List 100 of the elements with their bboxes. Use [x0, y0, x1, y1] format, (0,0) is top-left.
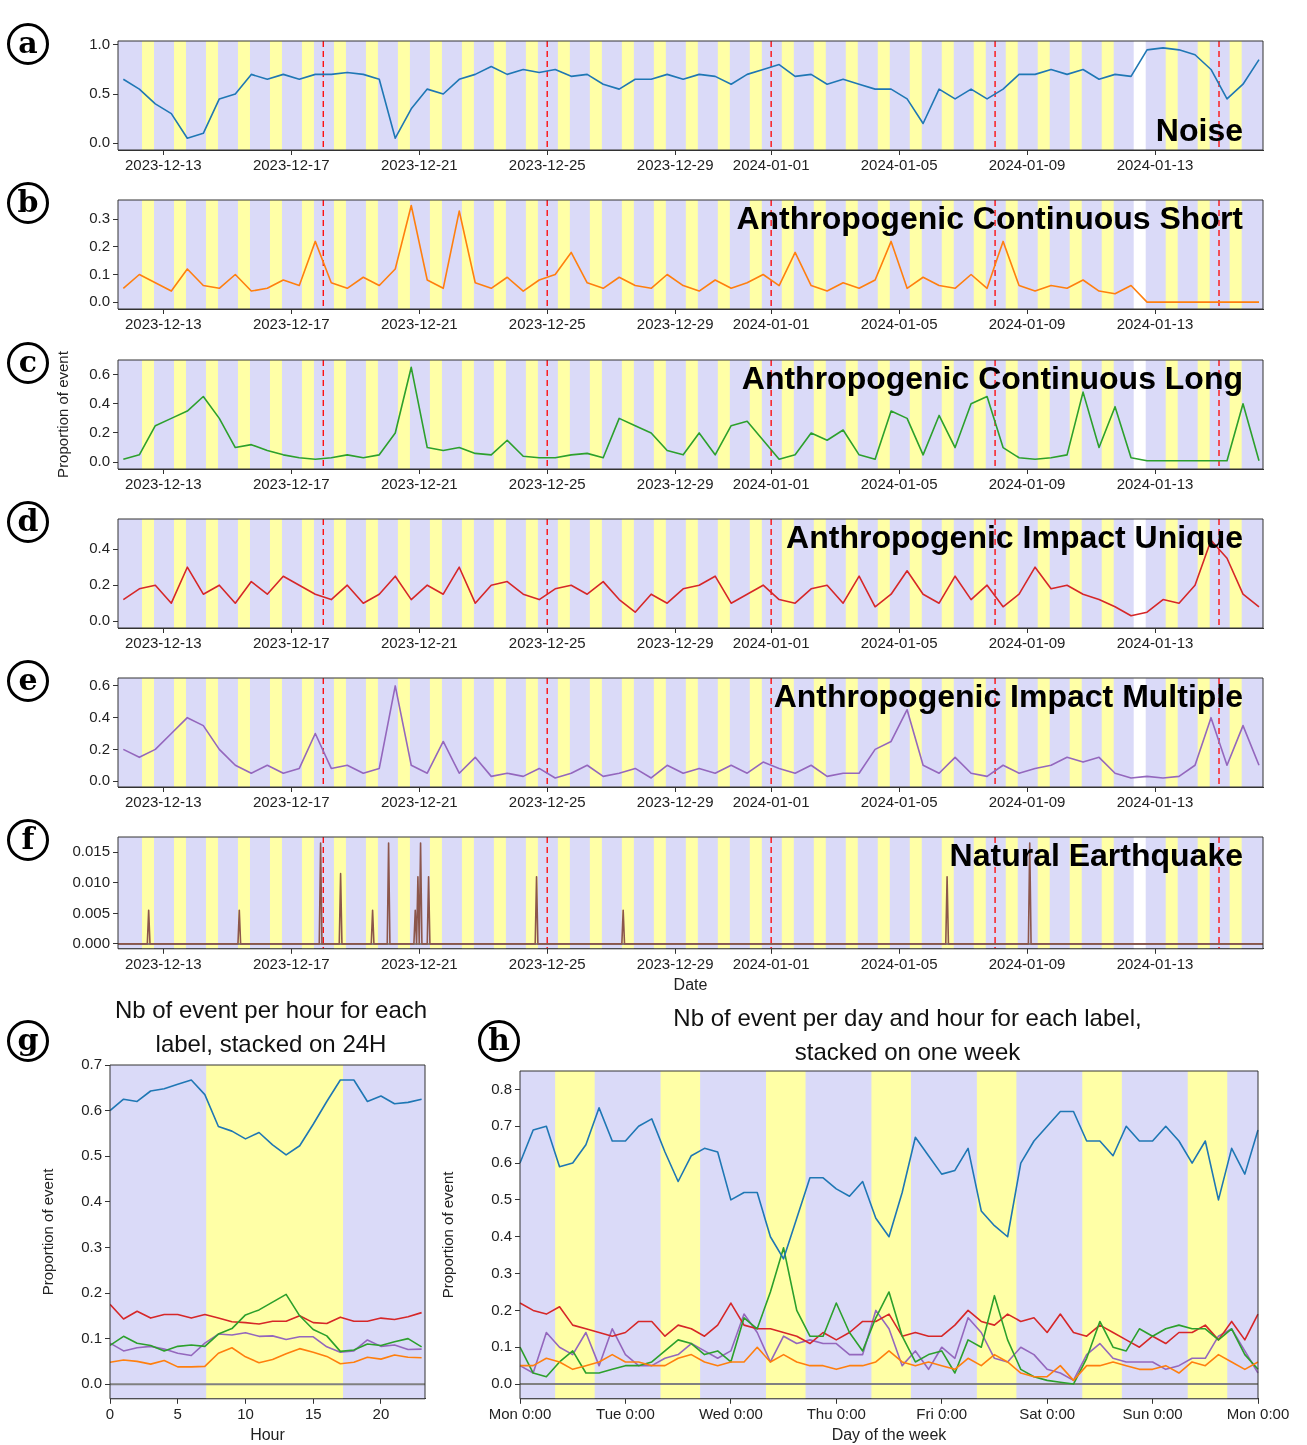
- chart-title: Anthropogenic Impact Multiple: [773, 677, 1243, 714]
- y-tick-label: 0.2: [89, 237, 110, 255]
- x-tick-label: 2023-12-21: [380, 475, 458, 493]
- x-tick-label: 2023-12-25: [508, 954, 586, 972]
- y-tick-label: 0.0: [81, 1374, 102, 1392]
- x-tick-label: 15: [304, 1404, 322, 1422]
- y-tick-label: 0.010: [72, 872, 110, 890]
- x-tick-label: 2023-12-25: [508, 475, 586, 493]
- x-tick-label: 2023-12-17: [252, 156, 330, 174]
- x-axis-title: Day of the week: [831, 1425, 948, 1443]
- y-tick-label: 0.3: [81, 1237, 102, 1255]
- x-tick-label: Mon 0:00: [488, 1404, 552, 1422]
- x-tick-label: 2024-01-01: [732, 954, 810, 972]
- text: h: [478, 1020, 520, 1062]
- y-tick-label: 0.005: [72, 903, 110, 921]
- x-tick-label: 2024-01-05: [860, 475, 938, 493]
- text: a: [7, 23, 49, 65]
- x-tick-label: 5: [173, 1404, 182, 1422]
- x-tick-label: 2023-12-17: [252, 315, 330, 333]
- x-tick-label: 2023-12-13: [124, 634, 202, 652]
- x-tick-label: 2024-01-13: [1116, 634, 1194, 652]
- x-tick-label: 2024-01-09: [988, 475, 1066, 493]
- x-tick-label: 2023-12-13: [124, 156, 202, 174]
- x-tick-label: 2024-01-09: [988, 634, 1066, 652]
- x-tick-label: 2024-01-01: [732, 315, 810, 333]
- y-tick-label: 1.0: [89, 35, 110, 53]
- y-tick-label: 0.1: [491, 1337, 512, 1355]
- y-tick-label: 0.8: [491, 1079, 512, 1097]
- x-tick-label: 2023-12-17: [252, 793, 330, 811]
- y-tick-label: 0.7: [491, 1116, 512, 1134]
- y-tick-label: 0.0: [89, 452, 110, 470]
- x-tick-label: 2023-12-13: [124, 475, 202, 493]
- x-tick-label: 0: [105, 1404, 115, 1422]
- y-tick-label: 0.4: [491, 1226, 512, 1244]
- x-tick-label: 2023-12-13: [124, 954, 202, 972]
- x-tick-label: 2024-01-01: [732, 634, 810, 652]
- y-tick-label: 0.0: [89, 292, 110, 310]
- x-tick-label: 2024-01-09: [988, 156, 1066, 174]
- x-tick-label: 2023-12-25: [508, 156, 586, 174]
- y-tick-label: 0.6: [491, 1153, 512, 1171]
- chart-title: Anthropogenic Continuous Short: [736, 199, 1244, 236]
- y-tick-label: 0.6: [89, 364, 110, 382]
- y-tick-label: 0.4: [89, 539, 110, 557]
- x-tick-label: Fri 0:00: [916, 1404, 968, 1422]
- y-axis-title: Proportion of event: [54, 350, 72, 478]
- y-tick-label: 0.6: [89, 676, 110, 694]
- y-tick-label: 0.015: [72, 842, 110, 860]
- y-tick-label: 0.4: [89, 707, 110, 725]
- x-tick-label: 2024-01-05: [860, 954, 938, 972]
- x-tick-label: 2024-01-01: [732, 475, 810, 493]
- y-tick-label: 0.7: [81, 1055, 102, 1073]
- x-tick-label: 2024-01-05: [860, 156, 938, 174]
- x-axis-title: Hour: [250, 1425, 286, 1443]
- y-tick-label: 0.0: [89, 771, 110, 789]
- chart-title: Anthropogenic Impact Unique: [786, 518, 1243, 555]
- y-tick-label: 0.5: [491, 1190, 512, 1208]
- x-tick-label: 2023-12-21: [380, 954, 458, 972]
- x-tick-label: 2024-01-05: [860, 634, 938, 652]
- x-tick-label: 2024-01-13: [1116, 793, 1194, 811]
- x-tick-label: 2023-12-13: [124, 793, 202, 811]
- x-tick-label: 2023-12-25: [508, 634, 586, 652]
- x-tick-label: 2023-12-29: [636, 954, 714, 972]
- y-tick-label: 0.2: [491, 1300, 512, 1318]
- y-tick-label: 0.2: [89, 739, 110, 757]
- text: g: [7, 1020, 49, 1062]
- x-tick-label: 2023-12-25: [508, 315, 586, 333]
- x-tick-label: 2024-01-05: [860, 315, 938, 333]
- x-tick-label: 2023-12-29: [636, 315, 714, 333]
- chart-title: Nb of event per hour for each label, stacked on 24H: [113, 995, 429, 1059]
- text: f: [7, 819, 49, 861]
- y-tick-label: 0.4: [89, 393, 110, 411]
- x-tick-label: 2024-01-13: [1116, 315, 1194, 333]
- x-tick-label: 2023-12-13: [124, 315, 202, 333]
- y-tick-label: 0.0: [89, 611, 110, 629]
- x-tick-label: 2024-01-13: [1116, 475, 1194, 493]
- x-tick-label: 2023-12-17: [252, 634, 330, 652]
- x-tick-label: 2024-01-01: [732, 156, 810, 174]
- x-tick-label: 2024-01-09: [988, 954, 1066, 972]
- x-tick-label: 2023-12-25: [508, 793, 586, 811]
- y-tick-label: 0.3: [491, 1263, 512, 1281]
- y-tick-label: 0.1: [89, 264, 110, 282]
- x-tick-label: Wed 0:00: [698, 1404, 763, 1422]
- x-tick-label: 2023-12-29: [636, 156, 714, 174]
- x-tick-label: 2024-01-09: [988, 793, 1066, 811]
- x-tick-label: Thu 0:00: [806, 1404, 866, 1422]
- y-axis-title: Proportion of event: [39, 1167, 57, 1296]
- x-tick-label: Mon 0:00: [1226, 1404, 1290, 1422]
- y-axis-title: Proportion of event: [439, 1170, 457, 1299]
- x-tick-label: 2024-01-13: [1116, 156, 1194, 174]
- y-tick-label: 0.2: [81, 1283, 102, 1301]
- x-tick-label: 2023-12-29: [636, 634, 714, 652]
- text: c: [7, 342, 49, 384]
- x-tick-label: 2024-01-13: [1116, 954, 1194, 972]
- x-tick-label: 2023-12-29: [636, 793, 714, 811]
- x-tick-label: 2023-12-21: [380, 634, 458, 652]
- y-tick-label: 0.6: [81, 1100, 102, 1118]
- y-tick-label: 0.3: [89, 209, 110, 227]
- x-tick-label: Sun 0:00: [1122, 1404, 1183, 1422]
- x-tick-label: 2024-01-01: [732, 793, 810, 811]
- y-tick-label: 0.0: [491, 1374, 512, 1392]
